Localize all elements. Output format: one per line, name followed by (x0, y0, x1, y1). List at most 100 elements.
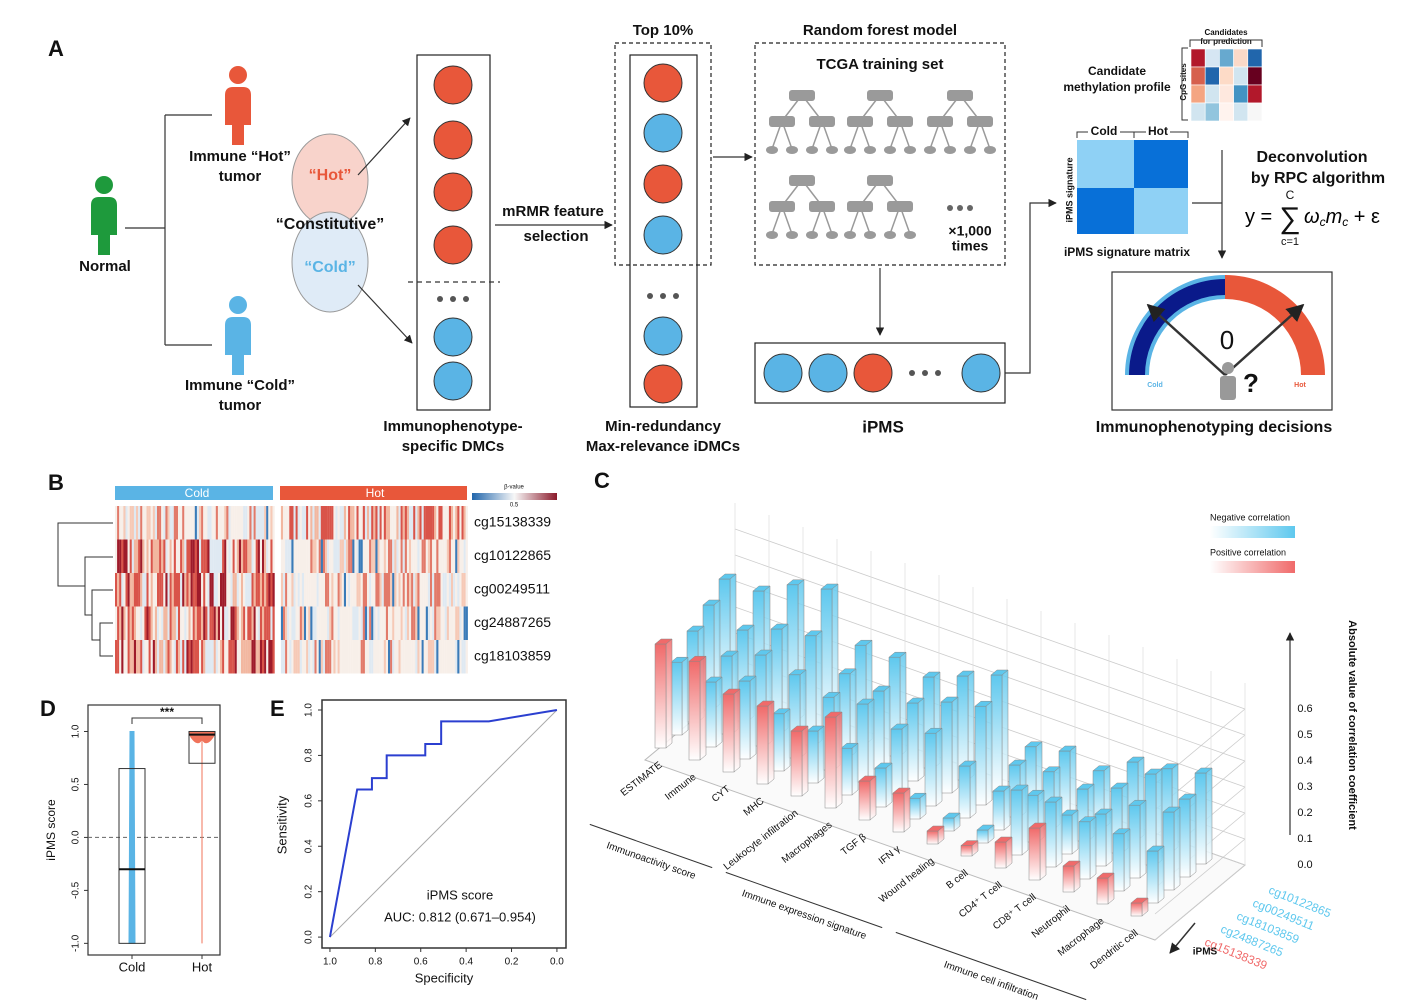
heatmap-cell (358, 506, 361, 540)
heatmap-cell (213, 606, 216, 640)
heatmap-cell (243, 506, 246, 540)
heatmap-cell (178, 640, 181, 674)
heatmap-cell (432, 573, 435, 607)
heatmap-cell (367, 573, 370, 607)
bar-side (1021, 784, 1029, 856)
bar-top (1044, 796, 1063, 803)
heatmap-cell (230, 573, 233, 607)
heatmap-cell (388, 539, 391, 573)
heatmap-cell (339, 506, 342, 540)
heatmap-cell (236, 640, 239, 674)
heatmap-cell (154, 539, 158, 573)
venn-cold (291, 211, 369, 313)
heatmap-cell (392, 506, 395, 540)
heatmap-cell (136, 539, 139, 573)
heatmap-cell (461, 606, 464, 640)
bar (806, 730, 819, 784)
heatmap-cell (207, 606, 210, 640)
bar (1146, 850, 1159, 904)
heatmap-cell (133, 606, 137, 640)
heatmap-cell (394, 539, 397, 573)
bar-side (1205, 767, 1213, 865)
heatmap-cell (304, 573, 307, 607)
bar (738, 680, 751, 760)
bar (722, 693, 735, 773)
grid-line (734, 554, 1246, 736)
heatmap-cell (211, 606, 214, 640)
heatmap-cell (299, 573, 302, 607)
y-tick-label: 0.6 (304, 793, 315, 807)
heatmap-cell (119, 539, 122, 573)
dmc-circle (433, 225, 473, 265)
heatmap-cell (224, 606, 227, 640)
bar-side (1055, 796, 1063, 868)
heatmap-cell (131, 539, 134, 573)
heatmap-cell (364, 539, 368, 573)
heatmap-cell (159, 573, 162, 607)
label: CpG sites (1179, 63, 1188, 101)
heatmap-cell (448, 573, 452, 607)
heatmap-cell (358, 640, 361, 674)
heatmap-cell (173, 606, 176, 640)
heatmap-cell (154, 506, 158, 540)
heatmap-cell (209, 506, 212, 540)
bar (790, 730, 803, 797)
heatmap-cell (362, 573, 365, 607)
label: “Hot” (309, 167, 352, 184)
label: mRMR feature (502, 203, 604, 220)
gauge-arrow (1146, 303, 1226, 376)
bar-side (935, 727, 943, 807)
heatmap-cell (196, 506, 200, 540)
heatmap-cell (459, 506, 462, 540)
heatmap-cell (385, 640, 389, 674)
heatmap-cell (157, 640, 160, 674)
heatmap-cell (314, 539, 317, 573)
heatmap-cell (257, 539, 260, 573)
heatmap-cell (390, 640, 393, 674)
heatmap-cell (226, 573, 229, 607)
ellipsis-dot (947, 205, 953, 211)
bar-top (1194, 767, 1213, 774)
tree-leaf (864, 231, 876, 239)
heatmap-cell (167, 640, 170, 674)
heatmap-cell (304, 506, 307, 540)
heatmap-cell (262, 506, 265, 540)
heatmap-cell (144, 506, 147, 540)
heatmap-cell (322, 573, 326, 607)
row-label: cg15138339 (474, 514, 551, 530)
heatmap-cell (152, 606, 155, 640)
heatmap-cell (312, 506, 315, 540)
heatmap-cell (453, 506, 456, 540)
label: Immune “Cold” (185, 377, 295, 394)
bar-top (1092, 765, 1111, 772)
heatmap-cell (310, 606, 313, 640)
heatmap-cell (192, 606, 195, 640)
bar-top (958, 760, 977, 767)
heatmap-cell (388, 640, 391, 674)
heatmap-cell (306, 506, 309, 540)
box (118, 768, 146, 944)
heatmap-cell (152, 506, 155, 540)
heatmap-cell (390, 539, 393, 573)
tree-edge (849, 94, 911, 150)
heatmap-cell (314, 506, 317, 540)
heatmap-cell (358, 573, 361, 607)
heatmap-cell (241, 539, 244, 573)
bar-top (756, 700, 775, 707)
bar-top (992, 785, 1011, 792)
heatmap-cell (308, 506, 311, 540)
heatmap-cell (224, 539, 227, 573)
heatmap-cell (415, 506, 418, 540)
heatmap-cell (413, 606, 416, 640)
heatmap-cell (348, 539, 351, 573)
heatmap-cell (234, 640, 237, 674)
row-label: cg24887265 (474, 614, 551, 630)
heatmap-cell (119, 640, 122, 674)
heatmap-cell (457, 539, 460, 573)
heatmap-cell (287, 606, 290, 640)
tree-node (847, 116, 873, 127)
bar-side (867, 698, 875, 783)
axis-title: Sensitivity (274, 795, 289, 854)
bar-top (1094, 808, 1113, 815)
heatmap-cell (228, 573, 231, 607)
